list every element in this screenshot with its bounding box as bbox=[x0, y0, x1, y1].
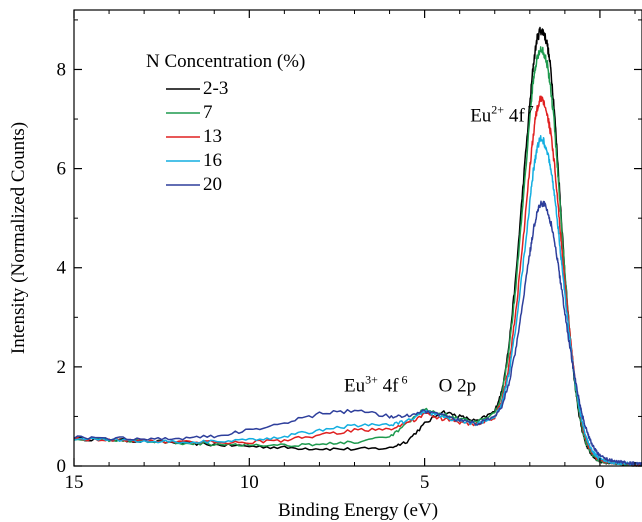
ticks-layer bbox=[73, 10, 642, 467]
y-tick-label: 0 bbox=[57, 456, 67, 477]
legend-label-13: 13 bbox=[203, 126, 222, 147]
legend-label-7: 7 bbox=[203, 102, 213, 123]
x-tick-label: 15 bbox=[65, 472, 84, 493]
y-tick-label: 8 bbox=[57, 59, 67, 80]
series-line-16 bbox=[73, 135, 642, 466]
y-tick-label: 4 bbox=[57, 258, 67, 279]
legend-label-2-3: 2-3 bbox=[203, 78, 228, 99]
plot-frame bbox=[73, 9, 642, 467]
annotation-eu2-4f7: Eu2+ 4f 7 bbox=[470, 103, 533, 127]
series-layer bbox=[73, 26, 642, 467]
legend-label-16: 16 bbox=[203, 150, 222, 171]
annotation-eu3-4f6: Eu3+ 4f 6 bbox=[344, 373, 407, 397]
annotation-eu3-sup1: 3+ bbox=[365, 373, 378, 387]
legend-title: N Concentration (%) bbox=[146, 51, 305, 72]
annotation-o-2p: O 2p bbox=[439, 376, 476, 397]
x-tick-label: 10 bbox=[240, 472, 259, 493]
annotation-eu3-base: Eu bbox=[344, 376, 366, 397]
annotation-eu3-sup2: 6 bbox=[401, 373, 407, 387]
x-tick-label: 5 bbox=[420, 472, 430, 493]
legend-items: 2-3 7 13 16 20 bbox=[166, 78, 228, 195]
series-line-2-3 bbox=[73, 26, 642, 467]
legend-label-20: 20 bbox=[203, 174, 222, 195]
legend: N Concentration (%) 2-3 7 13 16 20 bbox=[146, 51, 305, 195]
annotation-eu2-base: Eu bbox=[470, 106, 492, 127]
series-line-20 bbox=[73, 200, 642, 466]
annotations: Eu2+ 4f 7 Eu3+ 4f 6 O 2p bbox=[344, 103, 534, 397]
y-tick-label: 6 bbox=[57, 159, 67, 180]
annotation-eu2-sup1: 2+ bbox=[491, 103, 504, 117]
y-tick-label: 2 bbox=[57, 357, 67, 378]
tick-labels-layer: 15 10 5 0 0 2 4 6 8 bbox=[57, 59, 605, 493]
annotation-eu3-mid: 4f bbox=[378, 376, 399, 397]
annotation-eu2-mid: 4f bbox=[504, 106, 525, 127]
annotation-eu2-sup2: 7 bbox=[528, 103, 534, 117]
x-axis-label: Binding Energy (eV) bbox=[278, 500, 438, 521]
x-tick-label: 0 bbox=[595, 472, 605, 493]
y-axis-label: Intensity (Normalized Counts) bbox=[8, 122, 29, 354]
